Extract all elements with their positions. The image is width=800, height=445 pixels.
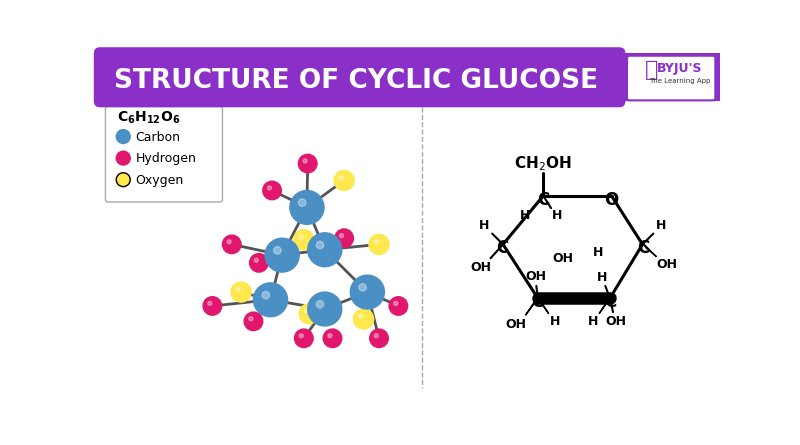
Circle shape [231, 282, 251, 302]
Polygon shape [538, 297, 549, 314]
Circle shape [274, 247, 281, 254]
Text: OH: OH [552, 252, 573, 266]
Circle shape [370, 329, 388, 348]
Circle shape [339, 234, 343, 238]
Text: C: C [537, 191, 550, 209]
Circle shape [116, 151, 130, 165]
Text: ⧗: ⧗ [645, 61, 658, 81]
Circle shape [316, 241, 324, 249]
Circle shape [298, 154, 317, 173]
Circle shape [304, 309, 309, 313]
Circle shape [369, 235, 389, 255]
FancyBboxPatch shape [106, 106, 222, 202]
Text: C: C [637, 239, 650, 257]
Circle shape [308, 233, 342, 267]
Circle shape [389, 297, 408, 315]
Circle shape [236, 287, 241, 291]
Circle shape [358, 314, 363, 319]
Text: Oxygen: Oxygen [136, 174, 184, 187]
Circle shape [299, 334, 303, 338]
Circle shape [328, 334, 332, 338]
Text: BYJU'S: BYJU'S [657, 62, 702, 75]
Circle shape [265, 238, 299, 272]
Circle shape [334, 170, 354, 190]
Circle shape [394, 301, 398, 305]
FancyBboxPatch shape [100, 53, 720, 101]
Polygon shape [526, 297, 538, 315]
Circle shape [262, 291, 270, 299]
Circle shape [316, 300, 324, 308]
Circle shape [227, 240, 231, 244]
Text: C: C [605, 293, 617, 311]
FancyBboxPatch shape [627, 56, 715, 101]
Circle shape [254, 258, 258, 262]
Circle shape [244, 312, 262, 331]
Text: OH: OH [526, 270, 547, 283]
Text: H: H [656, 219, 666, 232]
Text: H: H [519, 209, 530, 222]
Text: O: O [604, 191, 618, 209]
Text: The Learning App: The Learning App [649, 78, 710, 84]
Text: H: H [593, 246, 603, 259]
Text: OH: OH [657, 258, 678, 271]
Text: C: C [531, 293, 543, 311]
Text: OH: OH [606, 315, 626, 328]
Circle shape [308, 292, 342, 326]
Circle shape [374, 334, 378, 338]
Circle shape [374, 239, 378, 244]
Circle shape [359, 283, 366, 291]
Circle shape [249, 317, 253, 321]
Circle shape [350, 275, 385, 309]
Text: Carbon: Carbon [136, 131, 181, 144]
Circle shape [290, 190, 324, 224]
FancyBboxPatch shape [94, 47, 626, 107]
Text: Hydrogen: Hydrogen [136, 152, 197, 166]
Circle shape [298, 199, 306, 206]
Circle shape [335, 229, 354, 247]
Text: C: C [496, 239, 508, 257]
Text: H: H [588, 315, 598, 328]
Circle shape [323, 329, 342, 348]
Circle shape [267, 186, 271, 190]
Text: CH$_2$OH: CH$_2$OH [514, 154, 572, 173]
Circle shape [294, 230, 314, 250]
Circle shape [299, 303, 319, 324]
Text: H: H [479, 219, 490, 232]
Circle shape [116, 129, 130, 143]
Circle shape [339, 175, 343, 180]
Polygon shape [642, 243, 657, 257]
Circle shape [222, 235, 241, 254]
Circle shape [208, 301, 212, 305]
Circle shape [250, 254, 268, 272]
Circle shape [262, 181, 282, 200]
Text: $\mathbf{C_6H_{12}O_6}$: $\mathbf{C_6H_{12}O_6}$ [117, 109, 181, 125]
Circle shape [254, 283, 287, 317]
Text: H: H [552, 209, 562, 222]
Circle shape [298, 235, 303, 239]
Circle shape [203, 297, 222, 315]
Circle shape [303, 159, 307, 163]
Circle shape [294, 329, 313, 348]
Text: H: H [550, 315, 560, 328]
Polygon shape [599, 297, 610, 314]
Text: STRUCTURE OF CYCLIC GLUCOSE: STRUCTURE OF CYCLIC GLUCOSE [114, 68, 598, 94]
Text: OH: OH [470, 261, 492, 274]
Circle shape [354, 309, 374, 329]
Text: OH: OH [506, 318, 526, 331]
Circle shape [116, 173, 130, 186]
Text: H: H [597, 271, 607, 284]
